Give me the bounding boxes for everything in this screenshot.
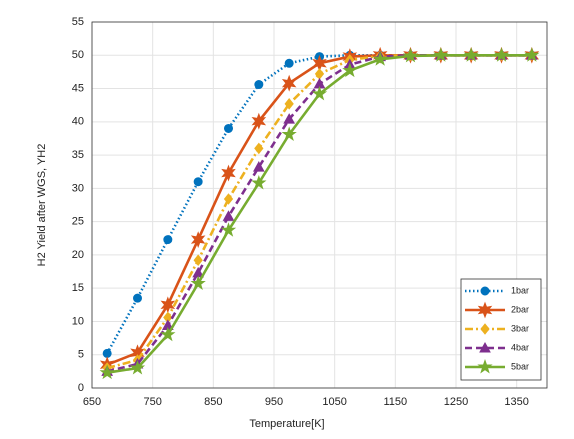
marker [281,126,297,141]
legend-marker [480,286,490,296]
legend-marker [480,323,490,335]
y-tick-label: 10 [72,315,84,327]
legend-marker [477,301,493,319]
marker [222,210,235,221]
x-tick-label: 650 [83,396,101,408]
marker [372,51,388,66]
x-tick-label: 850 [204,396,222,408]
y-tick-label: 15 [72,282,84,294]
marker [160,326,176,342]
marker [252,161,265,172]
marker [284,98,294,110]
legend-marker [477,358,493,374]
y-tick-label: 40 [72,116,84,128]
y-tick-label: 30 [72,182,84,194]
y-tick-label: 5 [78,349,84,361]
marker [254,80,264,90]
marker [99,364,115,380]
legend-label: 4bar [511,342,529,352]
y-axis-label: H2 Yield after WGS, YH2 [36,144,48,267]
y-tick-label: 50 [72,49,84,61]
marker [193,177,203,187]
marker [221,164,236,182]
legend-label: 5bar [511,361,529,371]
legend-label: 2bar [511,304,529,314]
y-tick-label: 0 [78,382,84,394]
marker [220,222,237,237]
marker [254,142,264,155]
marker [402,47,419,63]
y-tick-label: 35 [72,149,84,161]
y-tick-label: 20 [72,249,84,261]
x-tick-label: 1350 [504,396,528,408]
marker [190,231,206,249]
plot-frame [91,21,548,389]
marker [281,74,297,92]
marker [342,62,358,78]
x-tick-label: 750 [143,396,161,408]
marker [251,112,267,130]
x-axis-label: Temperature[K] [249,418,324,430]
y-tick-label: 45 [72,82,84,94]
y-tick-label: 25 [72,216,84,228]
y-tick-label: 55 [72,16,84,28]
marker [463,47,479,62]
marker [132,293,143,303]
marker [102,348,112,358]
marker [311,85,328,101]
marker [283,113,296,124]
marker [129,360,146,375]
x-tick-label: 1150 [384,396,408,408]
x-tick-label: 1050 [322,396,346,408]
marker [193,254,203,267]
marker [163,235,173,245]
marker [251,175,267,190]
marker [223,123,234,133]
x-tick-label: 950 [265,396,283,408]
marker [190,275,206,291]
marker [524,47,540,62]
legend-label: 3bar [511,323,529,333]
marker [433,47,449,62]
marker [284,58,294,68]
legend-label: 1bar [511,285,529,295]
legend-marker [479,341,491,353]
x-tick-label: 1250 [444,396,468,408]
marker [493,47,510,62]
marker [223,193,234,205]
